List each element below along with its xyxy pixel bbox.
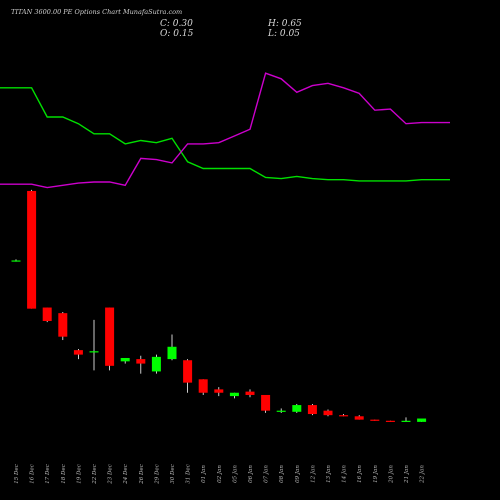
candle-body	[73, 350, 83, 355]
candle-body	[307, 405, 317, 415]
x-tick-label: 29 Dec	[154, 464, 160, 485]
x-tick-label: 30 Dec	[170, 464, 176, 484]
x-tick-label: 19 Jan	[373, 465, 379, 483]
candle-body	[58, 313, 68, 337]
x-tick-label: 05 Jan	[232, 465, 238, 483]
candle-body	[370, 419, 380, 421]
low-value: L: 0.05	[268, 29, 300, 39]
open-value: O: 0.15	[160, 29, 194, 39]
x-tick-label: 23 Dec	[108, 464, 114, 485]
x-tick-label: 02 Jan	[217, 465, 223, 483]
x-tick-label: 09 Jan	[295, 465, 301, 483]
candle-body	[151, 356, 161, 372]
candle-body	[167, 346, 177, 360]
x-tick-label: 20 Jan	[388, 465, 394, 484]
candle-body	[261, 394, 271, 411]
indicator-lines	[0, 72, 450, 189]
candle-body	[385, 420, 395, 422]
candle-body	[105, 307, 115, 366]
candle-body	[354, 416, 364, 420]
x-tick-label: 07 Jan	[264, 465, 270, 483]
x-tick-label: 18 Dec	[61, 464, 67, 484]
x-tick-label: 22 Jan	[420, 465, 426, 484]
close-value: C: 0.30	[160, 19, 193, 29]
candle-body	[42, 307, 52, 321]
candle-body	[292, 405, 302, 412]
high-value: H: 0.65	[268, 19, 302, 29]
candle-body	[339, 415, 349, 417]
chart-title: TITAN 3600.00 PE Options Chart MunafaSut…	[11, 8, 183, 16]
indicator-line-2	[0, 72, 450, 189]
x-tick-label: 08 Jan	[279, 465, 285, 483]
x-tick-label: 06 Jan	[248, 465, 254, 483]
candle-body	[401, 420, 411, 422]
x-tick-label: 31 Dec	[186, 464, 192, 484]
x-tick-label: 17 Dec	[45, 464, 51, 484]
x-tick-label: 19 Dec	[76, 464, 82, 484]
x-tick-label: 15 Dec	[14, 464, 20, 484]
candle-body	[229, 392, 239, 397]
candle-body	[136, 359, 146, 364]
x-axis-ticks: 15 Dec 16 Dec 17 Dec 18 Dec 19 Dec 22 Dec 23 D…	[14, 464, 426, 485]
candle-body	[183, 360, 193, 383]
x-tick-label: 14 Jan	[342, 465, 348, 483]
x-tick-label: 12 Jan	[310, 465, 316, 483]
candle-body	[120, 357, 130, 362]
candle-body	[11, 260, 21, 262]
x-tick-label: 16 Jan	[357, 465, 363, 483]
candle-body	[214, 389, 224, 393]
x-tick-label: 21 Jan	[404, 465, 410, 484]
x-tick-label: 13 Jan	[326, 465, 332, 483]
candle-body	[323, 410, 333, 416]
candle-body	[276, 410, 286, 412]
candle-body	[27, 190, 37, 309]
x-tick-label: 01 Jan	[201, 465, 207, 483]
candle-body	[245, 391, 255, 395]
x-tick-label: 16 Dec	[30, 464, 36, 484]
x-tick-label: 22 Dec	[92, 464, 98, 485]
candle-body	[417, 418, 427, 422]
candles	[11, 189, 427, 422]
candle-body	[89, 351, 99, 353]
candle-body	[198, 379, 208, 393]
x-tick-label: 26 Dec	[139, 464, 145, 485]
x-tick-label: 24 Dec	[123, 464, 129, 485]
indicator-line-1	[0, 87, 450, 182]
